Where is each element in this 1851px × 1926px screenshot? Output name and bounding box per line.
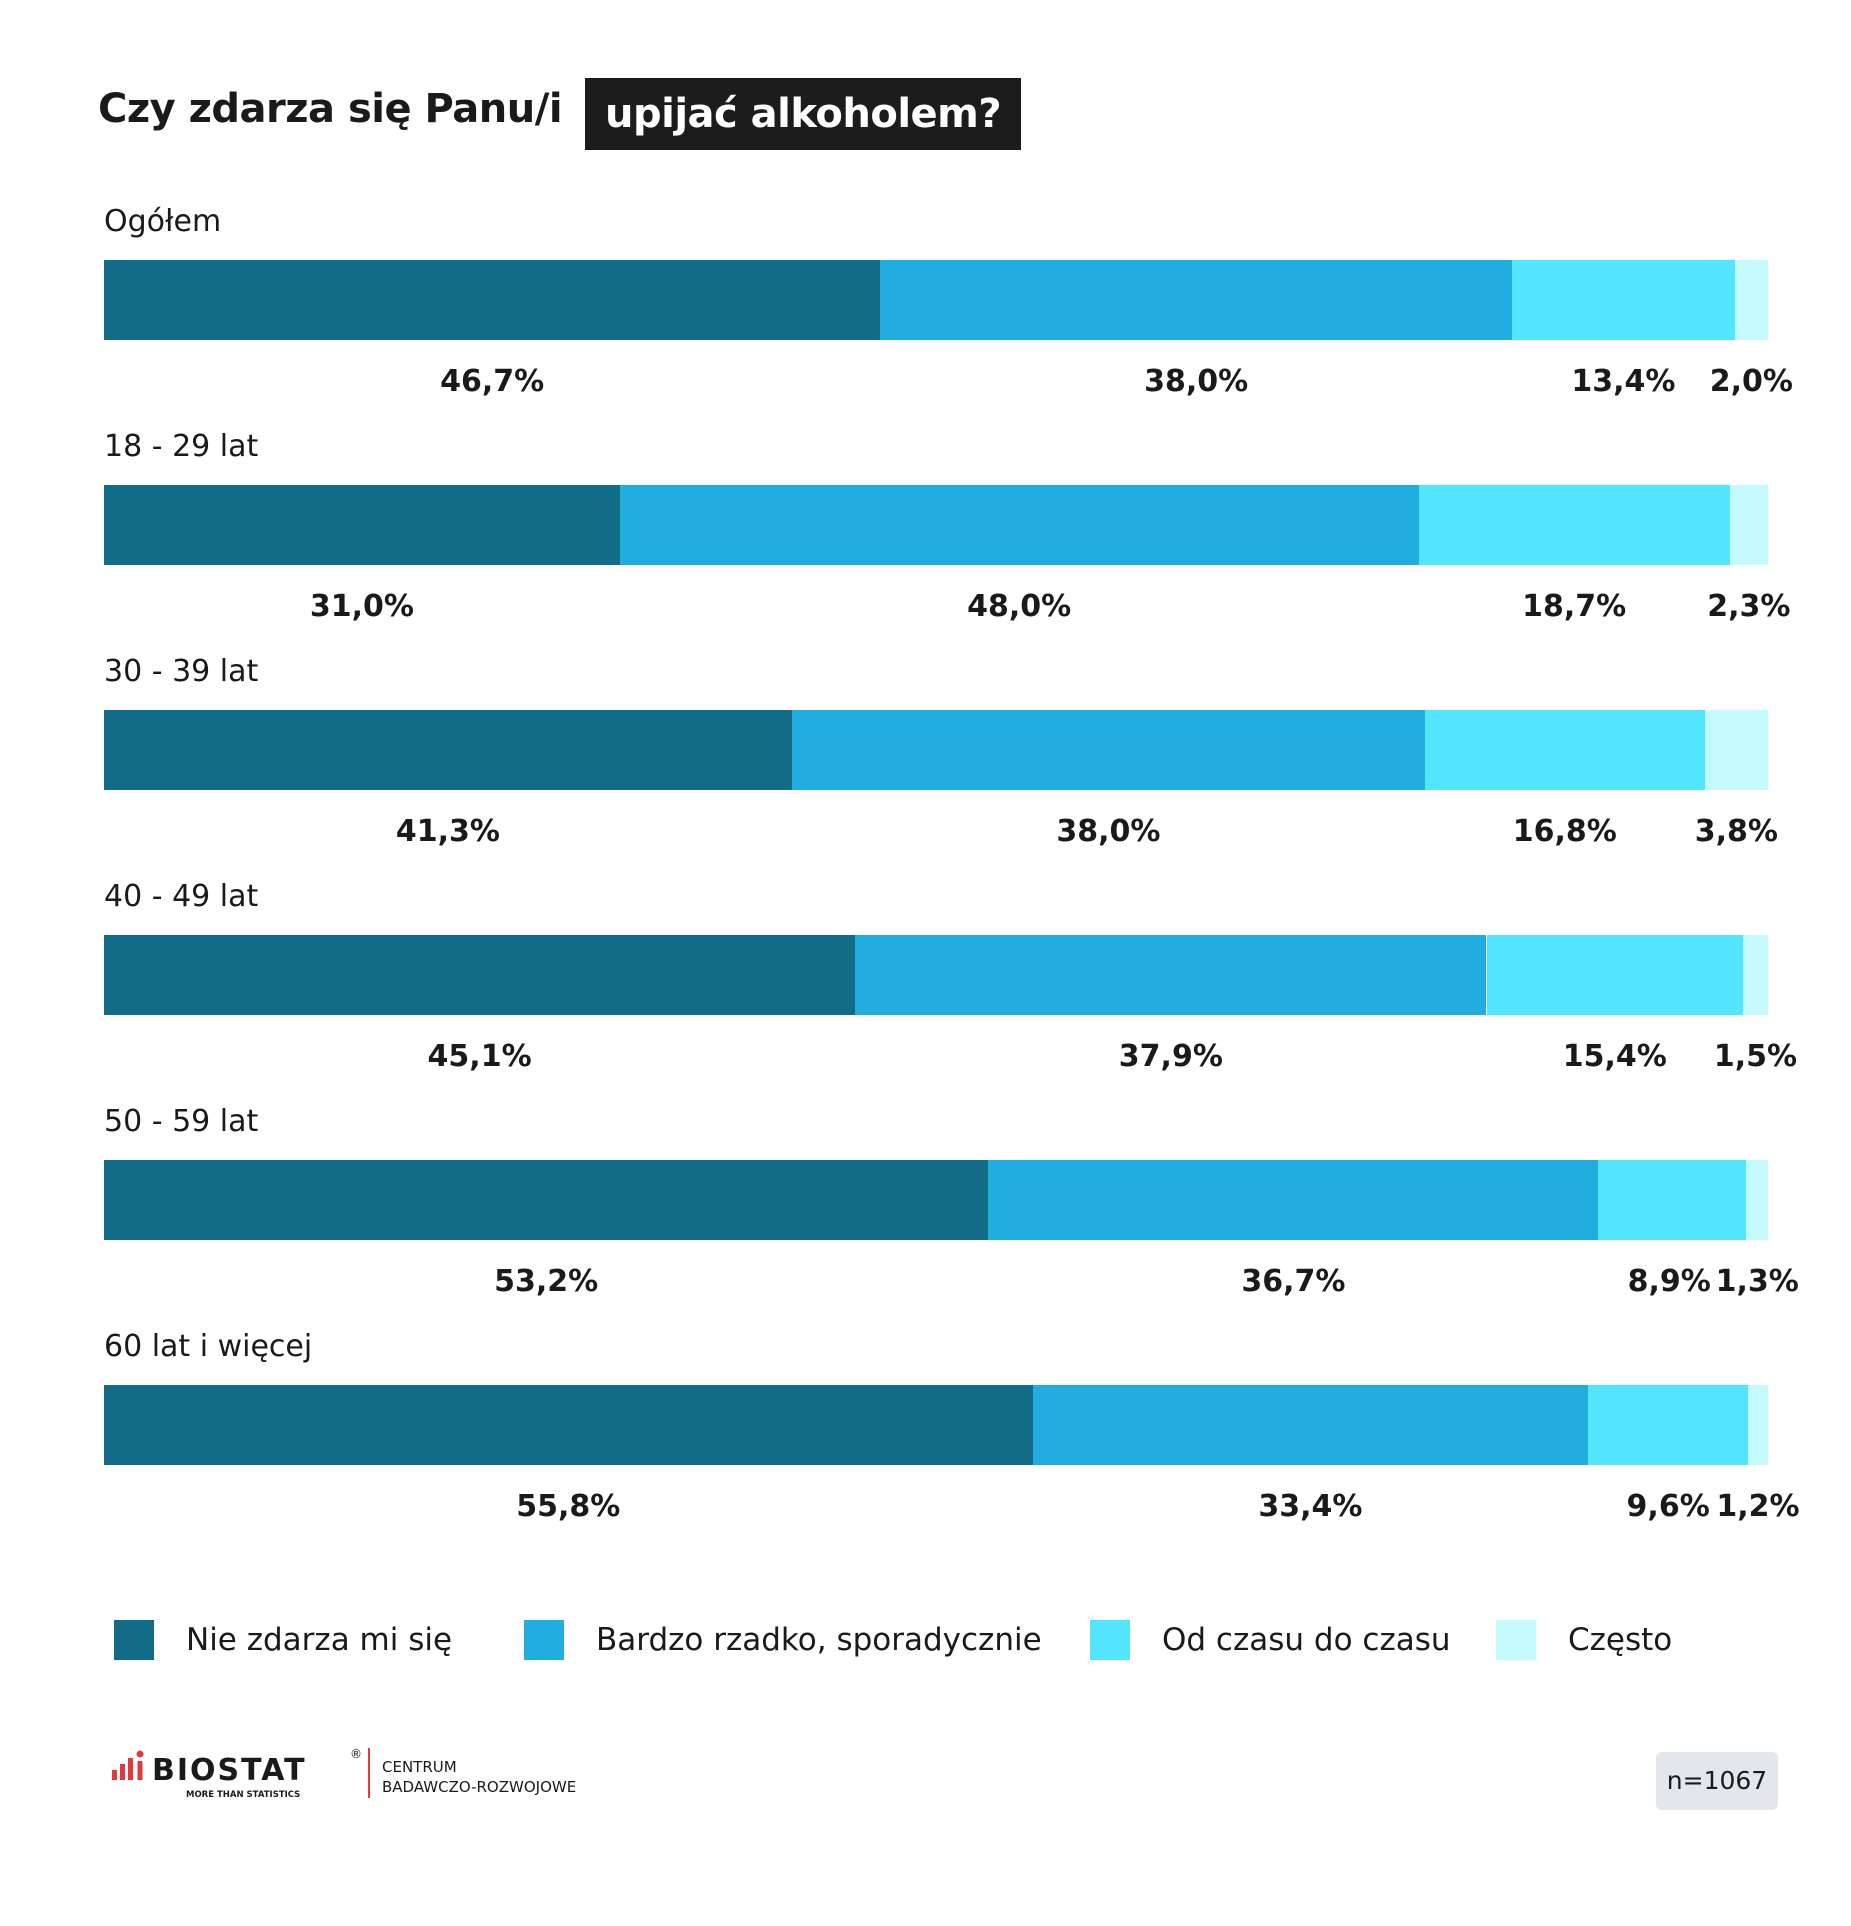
data-label: 1,2%	[1716, 1489, 1800, 1524]
biostat-logo: BIOSTAT MORE THAN STATISTICS ® CENTRUM B…	[112, 1747, 576, 1800]
bar-segment	[104, 710, 792, 790]
bar-segment	[880, 260, 1512, 340]
legend-label: Często	[1568, 1622, 1673, 1658]
logo-bars-icon	[112, 1750, 144, 1780]
data-label: 31,0%	[309, 589, 414, 624]
data-label: 18,7%	[1522, 589, 1627, 624]
data-label: 48,0%	[967, 589, 1072, 624]
data-label: 38,0%	[1056, 814, 1161, 849]
data-label: 15,4%	[1562, 1039, 1667, 1074]
legend-label: Nie zdarza mi się	[186, 1622, 453, 1658]
bar-segment	[1032, 1385, 1589, 1465]
row-label: Ogółem	[104, 204, 222, 239]
bar-segment	[1748, 1385, 1768, 1465]
bar-segment	[1486, 935, 1743, 1015]
data-label: 37,9%	[1118, 1039, 1223, 1074]
data-label: 33,4%	[1258, 1489, 1363, 1524]
bar-segment	[1598, 1160, 1747, 1240]
data-label: 41,3%	[395, 814, 500, 849]
bar-segment	[1418, 485, 1730, 565]
bar-segment	[791, 710, 1425, 790]
logo-division-line1: CENTRUM	[382, 1758, 457, 1776]
data-label: 13,4%	[1571, 364, 1676, 399]
data-label: 3,8%	[1694, 814, 1778, 849]
legend-label: Od czasu do czasu	[1162, 1622, 1451, 1658]
row-label: 50 - 59 lat	[104, 1104, 259, 1139]
data-label: 1,3%	[1715, 1264, 1799, 1299]
bar-segment	[104, 260, 881, 340]
bar-segment	[619, 485, 1419, 565]
data-label: 53,2%	[494, 1264, 599, 1299]
row-label: 18 - 29 lat	[104, 429, 259, 464]
logo-tagline-text: MORE THAN STATISTICS	[186, 1790, 300, 1800]
legend-swatch	[1090, 1620, 1130, 1660]
data-label: 9,6%	[1626, 1489, 1710, 1524]
legend-label: Bardzo rzadko, sporadycznie	[596, 1622, 1042, 1658]
data-label: 46,7%	[440, 364, 545, 399]
data-label: 2,0%	[1709, 364, 1793, 399]
bar-segment	[1729, 485, 1768, 565]
sample-size-badge: n=1067	[1656, 1752, 1778, 1810]
bar-segment	[1746, 1160, 1768, 1240]
legend-swatch	[524, 1620, 564, 1660]
bar-segment	[855, 935, 1487, 1015]
bar-segment	[1588, 1385, 1749, 1465]
data-label: 55,8%	[516, 1489, 621, 1524]
data-label: 16,8%	[1512, 814, 1617, 849]
data-label: 38,0%	[1144, 364, 1249, 399]
row-label: 60 lat i więcej	[104, 1329, 313, 1364]
legend-swatch	[1496, 1620, 1536, 1660]
registered-mark: ®	[350, 1747, 362, 1761]
bar-segment	[104, 1160, 989, 1240]
bar-segment	[988, 1160, 1599, 1240]
bar-segment	[104, 1385, 1033, 1465]
bar-segment	[1734, 260, 1768, 340]
chart-title: Czy zdarza się Panu/i	[98, 86, 563, 132]
bar-segment	[104, 935, 856, 1015]
bar-segment	[1743, 935, 1768, 1015]
logo-brand-text: BIOSTAT	[152, 1753, 307, 1788]
data-label: 8,9%	[1627, 1264, 1711, 1299]
row-label: 30 - 39 lat	[104, 654, 259, 689]
data-label: 36,7%	[1241, 1264, 1346, 1299]
bar-segment	[1424, 710, 1705, 790]
bar-segment	[1704, 710, 1768, 790]
data-label: 2,3%	[1707, 589, 1791, 624]
chart-title-highlight: upijać alkoholem?	[585, 78, 1022, 150]
logo-division-line2: BADAWCZO-ROZWOJOWE	[382, 1778, 576, 1796]
bar-segment	[1512, 260, 1735, 340]
bar-segment	[104, 485, 620, 565]
data-label: 45,1%	[427, 1039, 532, 1074]
data-label: 1,5%	[1713, 1039, 1798, 1074]
logo-divider	[368, 1748, 370, 1798]
row-label: 40 - 49 lat	[104, 879, 259, 914]
legend-swatch	[114, 1620, 154, 1660]
